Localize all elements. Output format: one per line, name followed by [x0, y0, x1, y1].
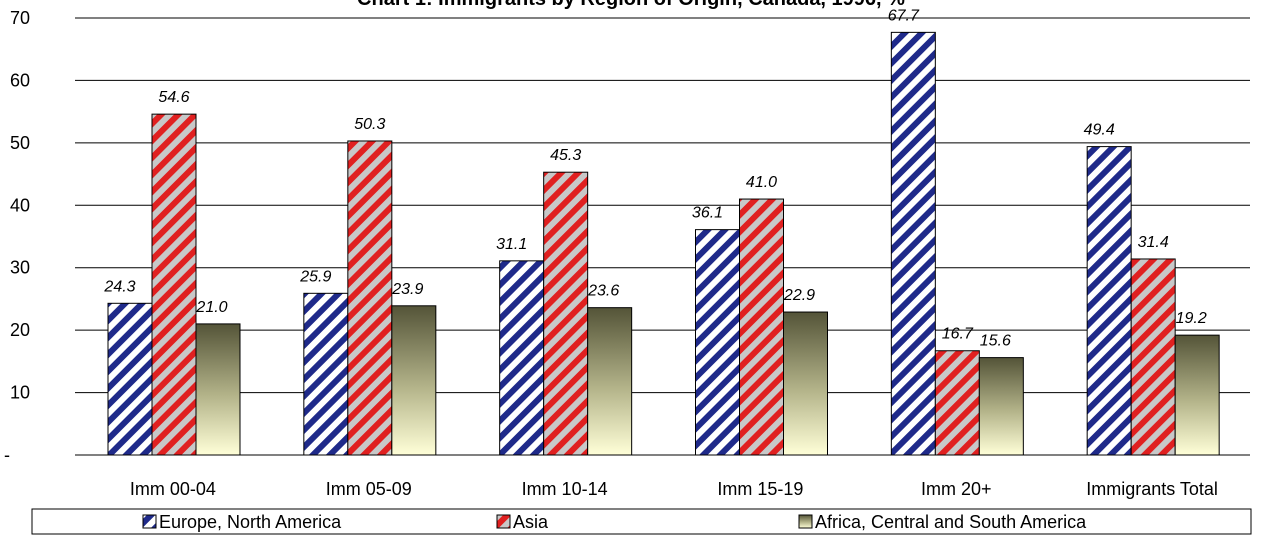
legend-box	[31, 508, 1252, 535]
legend-label: Asia	[513, 512, 549, 532]
data-label: 67.7	[888, 7, 920, 24]
bar	[890, 31, 936, 456]
data-label: 31.1	[496, 236, 527, 253]
data-label: 23.9	[391, 281, 423, 298]
legend-swatch	[496, 514, 511, 529]
data-label: 41.0	[746, 174, 777, 191]
data-label: 24.3	[103, 278, 135, 295]
data-label: 36.1	[692, 205, 723, 222]
legend-label: Europe, North America	[159, 512, 342, 532]
bar	[107, 302, 153, 456]
legend-label: Africa, Central and South America	[815, 512, 1087, 532]
x-category-label: Imm 00-04	[130, 479, 216, 499]
bar	[783, 311, 828, 456]
gridlines	[75, 17, 1250, 456]
legend-swatch	[142, 514, 157, 529]
y-tick-label: 40	[10, 195, 30, 215]
y-tick-label: 60	[10, 70, 30, 90]
chart-title: Chart 1: Immigrants by Region of Origin,…	[357, 0, 905, 10]
data-label: 45.3	[550, 147, 581, 164]
bar	[1174, 334, 1220, 456]
bar	[695, 229, 740, 456]
y-tick-label: 30	[10, 258, 30, 278]
y-tick-label: 20	[10, 320, 30, 340]
y-axis-ticks: - 10 20 30 40 50 60 70	[4, 8, 30, 465]
data-label: 54.6	[158, 89, 189, 106]
bar	[978, 357, 1024, 456]
data-label: 31.4	[1138, 234, 1169, 251]
bar	[1130, 258, 1176, 456]
bar	[543, 171, 589, 456]
y-tick-label: 70	[10, 8, 30, 28]
x-category-label: Imm 10-14	[522, 479, 608, 499]
bar	[347, 140, 393, 456]
data-label: 22.9	[783, 287, 815, 304]
data-label: 21.0	[195, 299, 227, 316]
x-category-label: Imm 15-19	[717, 479, 803, 499]
bar	[151, 113, 197, 456]
bars	[107, 31, 1220, 456]
legend: Europe, North America Asia Africa, Central…	[31, 508, 1252, 535]
bar	[499, 260, 545, 456]
data-label: 15.6	[980, 333, 1011, 350]
data-label: 25.9	[299, 268, 331, 285]
legend-swatch	[798, 514, 813, 529]
data-label: 50.3	[354, 116, 385, 133]
bar	[391, 305, 437, 456]
bar	[195, 323, 241, 456]
bar	[739, 198, 784, 456]
data-label: 16.7	[942, 326, 974, 343]
y-tick-label: 10	[10, 383, 30, 403]
data-label: 19.2	[1176, 310, 1207, 327]
x-axis-categories: Imm 00-04 Imm 05-09 Imm 10-14 Imm 15-19 Imm …	[130, 479, 1218, 499]
bar	[1086, 146, 1132, 456]
x-category-label: Imm 05-09	[326, 479, 412, 499]
x-category-label: Immigrants Total	[1086, 479, 1218, 499]
bar	[934, 350, 980, 456]
y-tick-label: 50	[10, 133, 30, 153]
x-category-label: Imm 20+	[921, 479, 992, 499]
data-label: 23.6	[587, 283, 619, 300]
bar	[303, 292, 349, 456]
data-labels: 24.3 54.6 21.0 25.9 50.3 23.9 31.1 45.3 23.6 36.1…	[103, 7, 1206, 349]
data-label: 49.4	[1084, 122, 1115, 139]
bar	[587, 307, 633, 456]
y-tick-label: -	[4, 445, 10, 465]
